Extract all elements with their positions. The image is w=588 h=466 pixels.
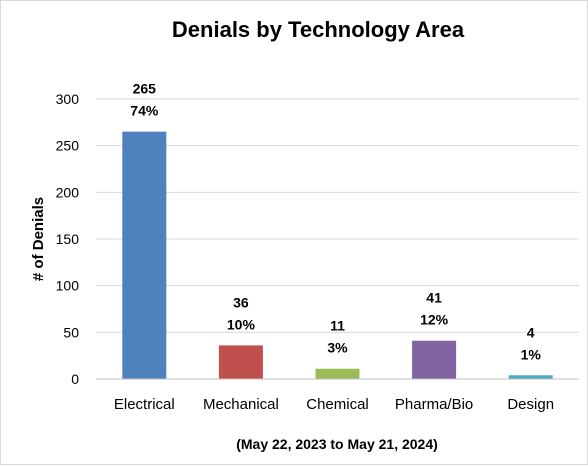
y-axis-label: # of Denials: [30, 197, 47, 281]
bars: [122, 131, 553, 379]
data-label-value: 4: [527, 324, 535, 340]
y-axis-ticks: 0 50 100 150 200 250 300: [56, 91, 80, 387]
gridlines: [96, 98, 579, 333]
data-label-value: 36: [233, 294, 249, 310]
bar-mechanical: [218, 345, 263, 379]
data-label-percent: 12%: [420, 312, 449, 328]
data-label-percent: 1%: [521, 346, 542, 362]
chart-subtitle: (May 22, 2023 to May 21, 2024): [236, 436, 438, 452]
y-tick-label: 300: [56, 91, 80, 107]
data-label-percent: 3%: [327, 340, 348, 356]
y-tick-label: 100: [56, 278, 80, 294]
x-axis-ticks: Electrical Mechanical Chemical Pharma/Bio De…: [114, 396, 554, 413]
data-label-value: 265: [133, 81, 157, 97]
x-tick-label: Mechanical: [203, 396, 279, 413]
data-labels: 74% 265 10% 36 3% 11 12% 41 1% 4: [130, 81, 541, 363]
x-tick-label: Design: [507, 396, 554, 413]
data-label-value: 41: [426, 290, 442, 306]
y-tick-label: 0: [71, 371, 79, 387]
y-tick-label: 200: [56, 184, 80, 200]
bar-electrical: [122, 131, 167, 379]
data-label-percent: 10%: [227, 316, 256, 332]
data-label-value: 11: [330, 318, 345, 334]
data-label-percent: 74%: [130, 103, 159, 119]
x-tick-label: Pharma/Bio: [395, 396, 473, 413]
bar-design: [508, 375, 553, 379]
y-tick-label: 150: [56, 231, 80, 247]
x-tick-label: Electrical: [114, 396, 175, 413]
y-tick-label: 50: [63, 324, 79, 340]
x-tick-label: Chemical: [306, 396, 369, 413]
y-tick-label: 250: [56, 138, 80, 154]
bar-pharma-bio: [412, 340, 457, 379]
chart-title: Denials by Technology Area: [172, 17, 465, 42]
bar-chemical: [315, 368, 360, 379]
